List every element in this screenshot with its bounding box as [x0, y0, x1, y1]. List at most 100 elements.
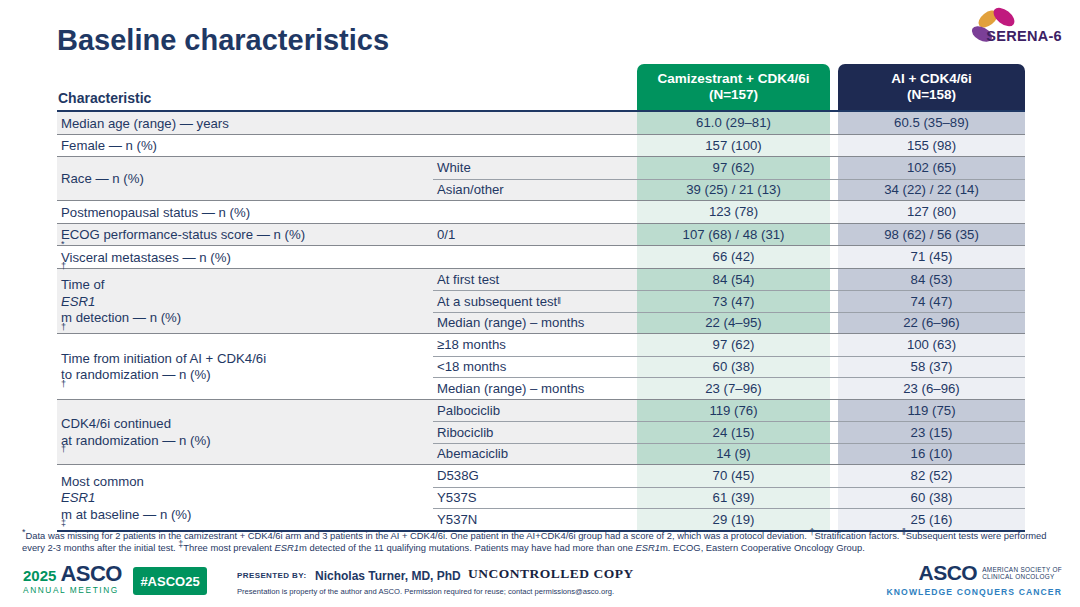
table-row: Median (range) – months23 (7–96)23 (6–96…: [433, 377, 1025, 399]
camizestrant-value-cell: 73 (47): [637, 291, 830, 312]
row-sub-label: [433, 246, 637, 268]
row-label: Visceral metastases — n (%)†: [57, 246, 433, 268]
table-header-row: Characteristic Camizestrant + CDK4/6i(N=…: [57, 64, 1025, 110]
row-sub-label: At a subsequent test‖: [433, 291, 637, 312]
camizestrant-value-cell: 123 (78): [637, 201, 830, 223]
row-label: Median age (range) — years: [57, 112, 433, 134]
ai-value-cell: 127 (80): [838, 201, 1025, 223]
column-gap: [830, 444, 838, 465]
table-row: 157 (100) 155 (98): [433, 135, 1025, 157]
row-sub-label: White: [433, 157, 637, 179]
table-row: White97 (62)102 (65): [433, 157, 1025, 179]
table-row: ≥18 months97 (62)100 (63): [433, 334, 1025, 356]
table-row: Asian/other39 (25) / 21 (13)34 (22) / 22…: [433, 179, 1025, 201]
column-gap: [830, 269, 838, 291]
row-sub-label: Y537S: [433, 488, 637, 509]
camizestrant-value-cell: 119 (76): [637, 400, 830, 422]
serena6-logo-text: SERENA-6: [986, 28, 1062, 44]
ai-value-cell: 102 (65): [838, 157, 1025, 179]
table-row: Y537N29 (19)25 (16): [433, 508, 1025, 530]
table-row-group: Race — n (%)White97 (62)102 (65)Asian/ot…: [57, 156, 1025, 200]
column-gap: [830, 291, 838, 312]
baseline-characteristics-table: Characteristic Camizestrant + CDK4/6i(N=…: [57, 64, 1025, 532]
table-row-group: Median age (range) — years61.0 (29–81)60…: [57, 112, 1025, 134]
presented-by-label: PRESENTED BY:: [237, 571, 307, 580]
row-label: CDK4/6i continuedat randomization — n (%…: [57, 400, 433, 465]
ai-value-cell: 25 (16): [838, 509, 1025, 530]
table-row-group: Time of ESR1m detection — n (%)†At first…: [57, 268, 1025, 334]
row-sub-label: Ribociclib: [433, 422, 637, 443]
ai-value-cell: 58 (37): [838, 357, 1025, 378]
camizestrant-value-cell: 157 (100): [637, 135, 830, 157]
column-gap: [830, 357, 838, 378]
row-sub-label: Median (range) – months: [433, 378, 637, 399]
row-sub-label: [433, 135, 637, 157]
asco-society-name: AMERICAN SOCIETY OFCLINICAL ONCOLOGY: [982, 566, 1062, 581]
table-row: Y537S61 (39)60 (38): [433, 487, 1025, 509]
slide: Baseline characteristics SERENA-6 Charac…: [0, 0, 1080, 607]
row-label: Postmenopausal status — n (%): [57, 201, 433, 223]
column-gap: [830, 334, 838, 356]
ai-value-cell: 98 (62) / 56 (35): [838, 224, 1025, 246]
table-row: At a subsequent test‖73 (47) 74 (47): [433, 290, 1025, 312]
table-row: 66 (42)71 (45): [433, 246, 1025, 268]
table-row-group: Postmenopausal status — n (%) 123 (78) 127…: [57, 200, 1025, 223]
table-row-group: Time from initiation of AI + CDK4/6ito r…: [57, 333, 1025, 399]
row-sub-label: [433, 201, 637, 223]
row-sub-label: D538G: [433, 465, 637, 487]
camizestrant-value-cell: 24 (15): [637, 422, 830, 443]
footnote-text: *Data was missing for 2 patients in the …: [22, 530, 1062, 553]
column-gap: [830, 313, 838, 334]
asco-right-wordmark: ASCO: [919, 561, 978, 585]
column-gap: [830, 180, 838, 201]
ai-value-cell: 74 (47): [838, 291, 1025, 312]
camizestrant-value-cell: 97 (62): [637, 334, 830, 356]
camizestrant-value-cell: 84 (54): [637, 269, 830, 291]
row-sub-label: [433, 112, 637, 134]
table-row-group: Female — n (%)157 (100)155 (98): [57, 134, 1025, 157]
camizestrant-value-cell: 22 (4–95): [637, 313, 830, 334]
characteristic-column-header: Characteristic: [57, 90, 637, 110]
column-gap: [830, 465, 838, 487]
column-gap: [830, 201, 838, 223]
table-row-group: Most common ESR1m at baseline — n (%)‡D5…: [57, 464, 1025, 530]
table-row: 61.0 (29–81)60.5 (35–89): [433, 112, 1025, 134]
table-row: Ribociclib24 (15) 23 (15): [433, 421, 1025, 443]
column-gap: [830, 224, 838, 246]
asco-tagline: KNOWLEDGE CONQUERS CANCER: [886, 587, 1062, 597]
row-label: Time of ESR1m detection — n (%)†: [57, 269, 433, 334]
row-label: Time from initiation of AI + CDK4/6ito r…: [57, 334, 433, 399]
table-row: 123 (78) 127 (80): [433, 201, 1025, 223]
row-sub-label: <18 months: [433, 357, 637, 378]
table-body: Median age (range) — years61.0 (29–81)60…: [57, 110, 1025, 532]
table-row: Abemaciclib14 (9)16 (10): [433, 443, 1025, 465]
camizestrant-value-cell: 61 (39): [637, 488, 830, 509]
presenter-name: Nicholas Turner, MD, PhD: [315, 569, 461, 583]
ai-value-cell: 23 (15): [838, 422, 1025, 443]
ai-value-cell: 34 (22) / 22 (14): [838, 180, 1025, 201]
camizestrant-value-cell: 60 (38): [637, 357, 830, 378]
camizestrant-value-cell: 107 (68) / 48 (31): [637, 224, 830, 246]
row-sub-label: At first test: [433, 269, 637, 291]
row-sub-label: 0/1: [433, 224, 637, 246]
table-row-group: Visceral metastases — n (%)†66 (42)71 (4…: [57, 245, 1025, 268]
asco-year: 2025: [23, 567, 56, 584]
column-gap: [830, 422, 838, 443]
ai-value-cell: 22 (6–96): [838, 313, 1025, 334]
camizestrant-value-cell: 66 (42): [637, 246, 830, 268]
camizestrant-column-header: Camizestrant + CDK4/6i(N=157): [637, 64, 830, 110]
column-gap: [830, 246, 838, 268]
row-label: ECOG performance-status score — n (%)*: [57, 224, 433, 246]
column-gap: [830, 400, 838, 422]
row-sub-label: Abemaciclib: [433, 444, 637, 465]
table-row-group: ECOG performance-status score — n (%)*0/…: [57, 223, 1025, 246]
table-row: <18 months60 (38) 58 (37): [433, 356, 1025, 378]
annual-meeting-label: ANNUAL MEETING: [23, 585, 122, 595]
camizestrant-value-cell: 23 (7–96): [637, 378, 830, 399]
camizestrant-value-cell: 61.0 (29–81): [637, 112, 830, 134]
row-sub-label: Median (range) – months: [433, 313, 637, 334]
ai-value-cell: 155 (98): [838, 135, 1025, 157]
camizestrant-value-cell: 39 (25) / 21 (13): [637, 180, 830, 201]
ai-value-cell: 16 (10): [838, 444, 1025, 465]
column-gap: [830, 488, 838, 509]
